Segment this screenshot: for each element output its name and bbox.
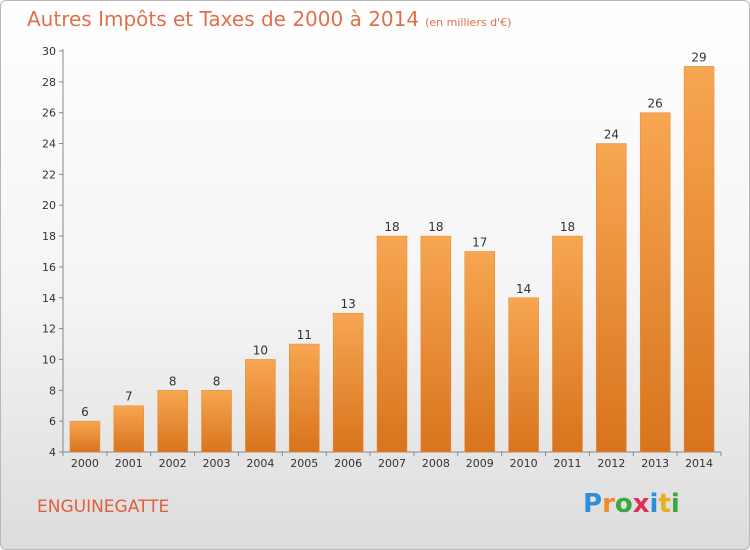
logo-letter: i [649,489,659,519]
logo-letter: P [583,489,603,519]
logo-letter: i [670,489,680,519]
bar [332,312,364,453]
data-label: 18 [560,220,575,234]
bar [245,359,276,453]
y-tick-label: 28 [42,76,56,89]
x-tick-label: 2006 [334,457,362,470]
data-label: 17 [472,236,487,250]
x-tick-label: 2004 [246,457,274,470]
data-label: 6 [81,405,89,419]
bar [639,112,671,453]
y-tick-label: 14 [42,292,56,305]
logo-letter: x [632,489,650,519]
data-label: 11 [297,328,312,342]
data-label: 14 [516,282,531,296]
y-tick-label: 8 [49,384,56,397]
y-tick-label: 10 [42,353,56,366]
logo-letter: o [614,489,633,519]
bar [508,297,539,453]
bar [376,235,408,453]
data-label: 29 [691,50,706,64]
city-name: ENGUINEGATTE [37,497,170,517]
data-label: 8 [169,374,177,388]
y-tick-label: 22 [42,168,56,181]
data-label: 7 [125,390,133,404]
y-tick-label: 26 [42,107,56,120]
x-tick-label: 2010 [510,457,538,470]
data-label: 8 [213,374,221,388]
x-tick-label: 2001 [115,457,143,470]
x-tick-label: 2011 [553,457,581,470]
x-tick-label: 2008 [422,457,450,470]
y-tick-label: 16 [42,261,56,274]
x-tick-label: 2014 [685,457,713,470]
bar [201,390,232,453]
data-label: 18 [384,220,399,234]
bar [420,235,452,453]
data-label: 10 [253,343,268,357]
bar [289,343,320,453]
chart-subtitle: (en milliers d'€) [425,16,512,29]
y-tick-label: 30 [42,45,56,58]
logo-letter: t [658,489,671,519]
bar [552,235,583,453]
data-label: 26 [648,97,663,111]
bar [113,405,145,453]
x-tick-label: 2009 [466,457,494,470]
chart-title-text: Autres Impôts et Taxes de 2000 à 2014 [27,7,420,31]
x-tick-label: 2013 [641,457,669,470]
y-tick-label: 4 [49,446,56,459]
chart-title: Autres Impôts et Taxes de 2000 à 2014 (en… [27,7,511,31]
data-label: 18 [428,220,443,234]
logo-letter: r [602,489,615,519]
y-tick-label: 24 [42,138,56,151]
y-tick-label: 6 [49,415,56,428]
x-tick-label: 2012 [597,457,625,470]
bar [464,251,495,453]
x-tick-label: 2003 [203,457,231,470]
y-tick-label: 18 [42,230,56,243]
x-tick-label: 2002 [159,457,187,470]
y-tick-label: 12 [42,323,56,336]
data-label: 24 [604,128,619,142]
bar [69,420,101,453]
x-tick-label: 2005 [290,457,318,470]
x-tick-label: 2007 [378,457,406,470]
data-label: 13 [340,297,355,311]
bar [157,390,188,453]
proxiti-logo: Proxiti [583,489,680,519]
x-tick-label: 2000 [71,457,99,470]
y-tick-label: 20 [42,199,56,212]
bar [596,143,627,453]
bar [683,66,715,453]
